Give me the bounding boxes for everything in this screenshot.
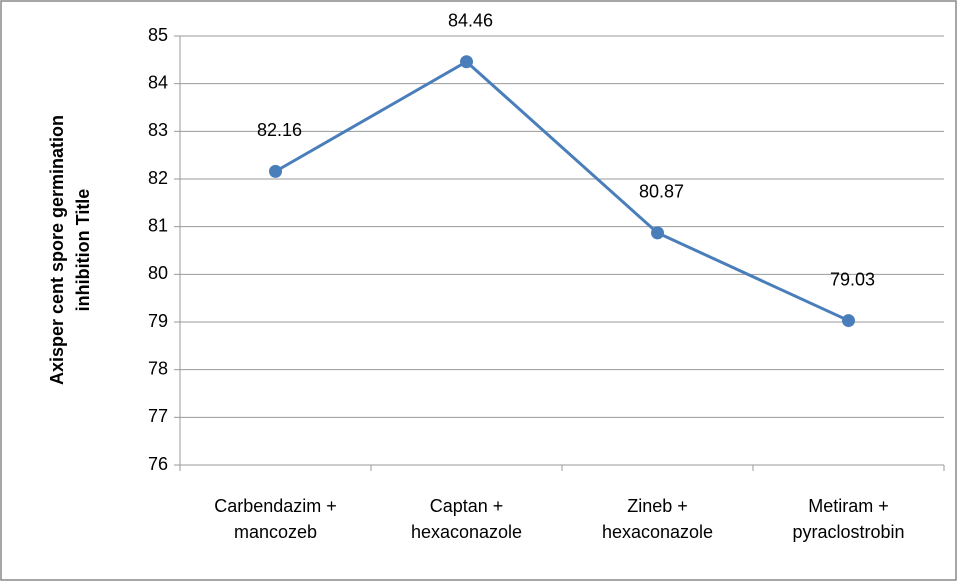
data-label: 80.87 (639, 182, 684, 202)
marker (651, 226, 664, 240)
data-label: 82.16 (257, 120, 302, 140)
marker (460, 55, 473, 69)
y-tick-label: 83 (148, 120, 168, 140)
y-tick-label: 76 (148, 454, 168, 474)
x-tick-label: Captan + hexaconazole (410, 496, 523, 542)
marker (269, 164, 282, 178)
marker (842, 314, 855, 328)
x-tick-label: Metiram + pyraclostrobin (792, 496, 905, 542)
x-tick-label: Carbendazim + mancozeb (214, 496, 337, 542)
y-axis-label: Axisper cent spore germination inhibitio… (47, 114, 93, 386)
y-tick-label: 78 (148, 358, 168, 378)
y-tick-label: 77 (148, 406, 168, 426)
data-label: 79.03 (830, 269, 875, 289)
y-tick-label: 84 (148, 72, 168, 92)
line (274, 59, 850, 322)
y-tick-label: 81 (148, 215, 168, 235)
y-tick-label: 80 (148, 263, 168, 283)
data-label: 84.46 (448, 10, 493, 30)
y-tick-label: 82 (148, 168, 168, 188)
x-tick-label: Zineb + hexaconazole (601, 496, 714, 542)
y-tick-label: 85 (148, 25, 168, 45)
y-tick-label: 79 (148, 311, 168, 331)
